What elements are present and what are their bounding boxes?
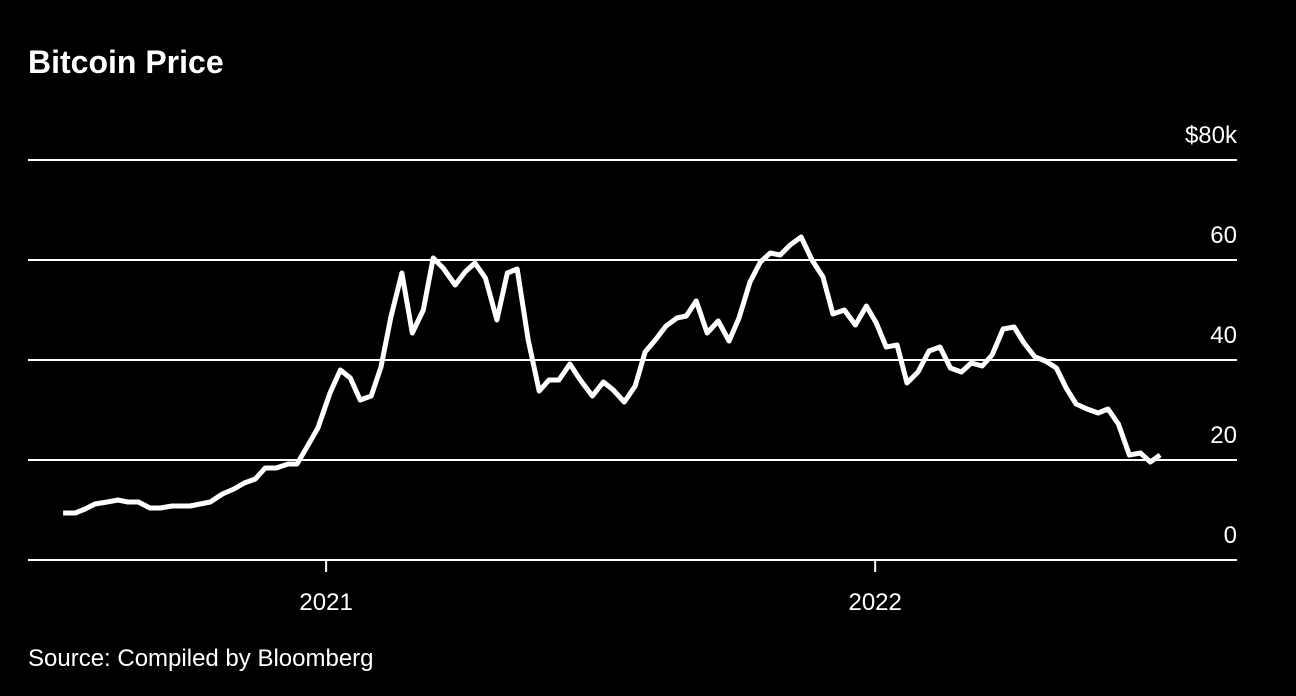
price-line [63, 234, 1162, 516]
x-tick-label: 2022 [848, 589, 901, 616]
chart-title: Bitcoin Price [28, 44, 224, 80]
source-note: Source: Compiled by Bloomberg [28, 645, 374, 672]
y-tick-label: 40 [1210, 322, 1237, 349]
y-tick-label: 60 [1210, 222, 1237, 249]
y-tick-label: 0 [1224, 522, 1237, 549]
y-tick-label: 20 [1210, 422, 1237, 449]
y-tick-label: $80k [1185, 122, 1238, 149]
x-tick-label: 2021 [299, 589, 352, 616]
